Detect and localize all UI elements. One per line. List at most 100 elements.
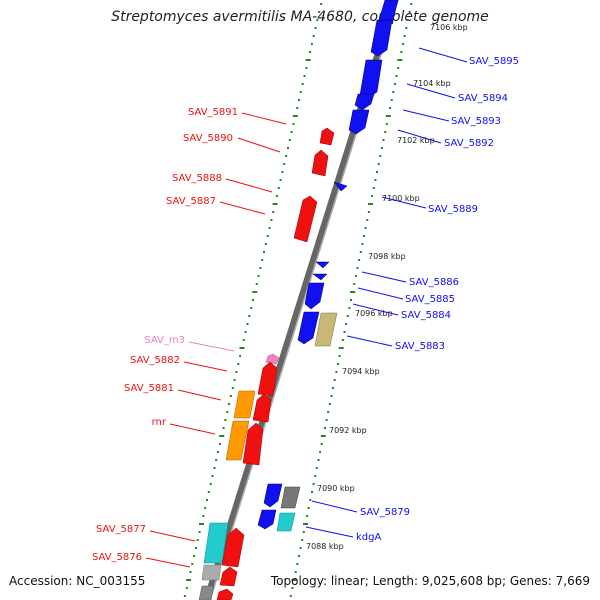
gene-SAV_5894[interactable]: [359, 59, 383, 100]
scale-dot: [222, 427, 225, 429]
scale-dot: [297, 555, 300, 557]
scale-dot: [333, 379, 336, 381]
scale-dot: [358, 259, 361, 261]
gene-label[interactable]: SAV_5888: [172, 173, 222, 184]
gene-label[interactable]: SAV_5881: [124, 383, 174, 394]
scale-dot: [330, 395, 333, 397]
gene-rnr-c[interactable]: [242, 422, 264, 466]
scale-dot: [301, 539, 304, 541]
gene-label[interactable]: SAV_5886: [409, 277, 459, 288]
gene-SAV_5890[interactable]: [311, 149, 329, 177]
gene-SAV_5891[interactable]: [319, 127, 335, 146]
gene-kdgA[interactable]: [276, 512, 296, 532]
scale-dot: [266, 235, 269, 237]
scale-dot: [283, 163, 286, 165]
scale-dot: [213, 467, 216, 469]
scale-dot: [296, 563, 299, 565]
gene-label[interactable]: rnr: [152, 417, 167, 428]
gene-SAV_5892[interactable]: [348, 109, 370, 135]
scale-dot: [318, 11, 321, 13]
gene-bottom-grey[interactable]: [198, 585, 215, 600]
gene-label[interactable]: SAV_5895: [469, 56, 519, 67]
gene-SAV_m3[interactable]: [265, 353, 280, 365]
gene-SAV_5879-grey[interactable]: [280, 486, 301, 509]
gene-SAV_5889[interactable]: [333, 181, 348, 192]
gene-label[interactable]: SAV_5891: [188, 107, 238, 118]
scale-dot: [325, 419, 328, 421]
gene-SAV_5883-blue[interactable]: [297, 311, 320, 345]
gene-label[interactable]: SAV_5887: [166, 196, 216, 207]
reverse-genes: [257, 0, 399, 532]
right-leader-lines: [305, 47, 468, 538]
gene-label[interactable]: SAV_5876: [92, 552, 142, 563]
scale-dot: [244, 331, 247, 333]
gene-SAV_5884[interactable]: [304, 282, 325, 310]
scale-dot: [371, 195, 374, 197]
scale-dot: [257, 275, 260, 277]
scale-dot: [350, 299, 352, 301]
leader-line: [418, 47, 468, 63]
leader-line: [219, 201, 266, 215]
gene-label[interactable]: SAV_5877: [96, 524, 146, 535]
gene-label[interactable]: SAV_5885: [405, 294, 455, 305]
scale-dot: [410, 3, 413, 5]
gene-SAV_5876-b[interactable]: [219, 566, 238, 587]
leader-line: [346, 335, 393, 347]
gene-SAV_5877-grey[interactable]: [201, 564, 222, 581]
scale-dot: [345, 323, 348, 325]
gene-label[interactable]: SAV_5879: [360, 507, 410, 518]
scale-dot: [183, 595, 186, 597]
gene-rnr-b[interactable]: [225, 420, 250, 461]
scale-dot: [209, 483, 212, 485]
gene-label[interactable]: SAV_5894: [458, 93, 508, 104]
gene-label[interactable]: SAV_5890: [183, 133, 233, 144]
gene-SAV_5895-top[interactable]: [378, 0, 399, 21]
scale-dot: [402, 43, 405, 45]
forward-genes: [198, 127, 335, 600]
scale-dot: [292, 115, 298, 117]
gene-label[interactable]: SAV_5883: [395, 341, 445, 352]
gene-SAV_5895[interactable]: [370, 19, 393, 57]
gene-SAV_5893[interactable]: [354, 93, 375, 111]
scale-dot: [354, 275, 357, 277]
gene-label[interactable]: kdgA: [356, 532, 381, 543]
gene-rnr-a[interactable]: [233, 390, 256, 419]
gene-label[interactable]: SAV_5889: [428, 204, 478, 215]
gene-SAV_5882[interactable]: [257, 361, 278, 397]
leader-line: [241, 112, 287, 125]
scale-dot: [250, 307, 253, 309]
scale-dot: [289, 595, 292, 597]
gene-SAV_5877[interactable]: [203, 522, 229, 564]
gene-SAV_5883[interactable]: [314, 312, 338, 347]
scale-dot: [356, 267, 359, 269]
scale-dot: [348, 307, 351, 309]
gene-label[interactable]: SAV_5892: [444, 138, 494, 149]
scale-dot: [229, 395, 232, 397]
scale-label: 7088 kbp: [306, 542, 344, 551]
gene-kdgA-blue[interactable]: [257, 509, 277, 530]
scale-dot: [393, 83, 396, 85]
scale-dot: [206, 499, 208, 501]
gene-label[interactable]: SAV_5884: [401, 310, 451, 321]
scale-dot: [239, 355, 242, 357]
gene-SAV_5881[interactable]: [252, 393, 272, 423]
scale-dot: [312, 35, 315, 37]
gene-bottom-red[interactable]: [216, 588, 234, 600]
accession-text: Accession: NC_003155: [9, 574, 146, 588]
gene-label[interactable]: SAV_m3: [144, 335, 185, 346]
gene-label[interactable]: SAV_5882: [130, 355, 180, 366]
leader-line: [237, 137, 281, 153]
scale-dot: [320, 443, 323, 445]
scale-dot: [185, 587, 188, 589]
gene-SAV_5879[interactable]: [263, 483, 283, 508]
gene-SAV_5885[interactable]: [312, 273, 328, 281]
leader-line: [177, 389, 222, 401]
leader-line: [381, 196, 427, 209]
gene-label[interactable]: SAV_5893: [451, 116, 501, 127]
gene-SAV_5887[interactable]: [293, 195, 318, 243]
scale-dot: [315, 467, 318, 469]
gene-SAV_5886[interactable]: [315, 261, 330, 269]
gene-SAV_5876[interactable]: [221, 527, 245, 568]
leader-line: [225, 178, 273, 193]
